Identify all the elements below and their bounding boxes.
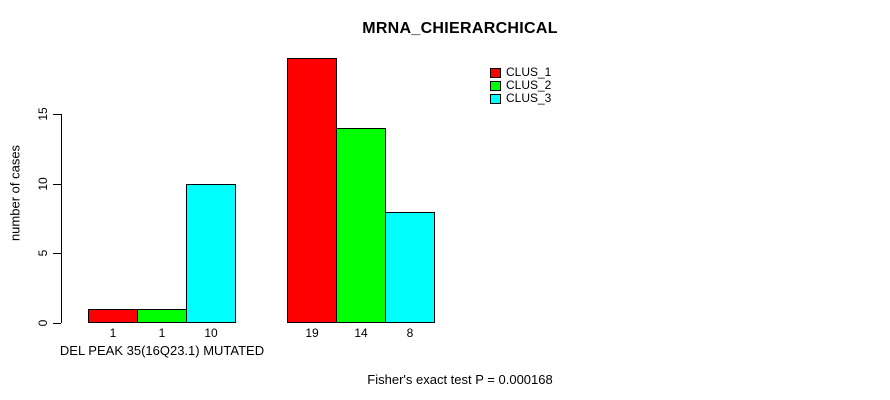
legend-label: CLUS_3 (506, 91, 552, 105)
legend-label: CLUS_1 (506, 65, 552, 79)
y-axis-tick (53, 323, 61, 324)
y-axis-title: number of cases (7, 144, 23, 242)
legend-item-clus_1: CLUS_1 (490, 66, 551, 79)
bar-value-label: 1 (109, 326, 117, 340)
y-axis-tick (53, 114, 61, 115)
y-axis-tick-label: 10 (36, 177, 50, 191)
y-axis-tick-label: 5 (36, 249, 50, 257)
y-axis-tick-label: 0 (36, 319, 50, 327)
bar-clus_1-group2 (287, 58, 337, 323)
bar-clus_3-group2 (385, 212, 435, 323)
y-axis-tick (53, 184, 61, 185)
y-axis-tick-label: 15 (36, 107, 50, 121)
legend-label: CLUS_2 (506, 78, 552, 92)
bar-value-label: 14 (354, 326, 368, 340)
legend-item-clus_2: CLUS_2 (490, 79, 551, 92)
fisher-test-caption: Fisher's exact test P = 0.000168 (367, 372, 553, 387)
bar-clus_3-group1 (186, 184, 236, 323)
legend-swatch-icon (490, 80, 501, 91)
legend: CLUS_1 CLUS_2 CLUS_3 (490, 66, 551, 105)
bar-clus_2-group2 (336, 128, 386, 323)
y-axis-tick (53, 253, 61, 254)
legend-item-clus_3: CLUS_3 (490, 92, 551, 105)
legend-swatch-icon (490, 93, 501, 104)
bar-value-label: 1 (158, 326, 166, 340)
x-axis-label: DEL PEAK 35(16Q23.1) MUTATED (59, 343, 265, 358)
bar-clus_2-group1 (137, 309, 187, 323)
bar-value-label: 8 (406, 326, 414, 340)
bar-value-label: 19 (305, 326, 319, 340)
chart-title: MRNA_CHIERARCHICAL (362, 20, 558, 37)
legend-swatch-icon (490, 67, 501, 78)
bar-clus_1-group1 (88, 309, 138, 323)
y-axis-line (61, 114, 62, 323)
bar-value-label: 10 (204, 326, 218, 340)
